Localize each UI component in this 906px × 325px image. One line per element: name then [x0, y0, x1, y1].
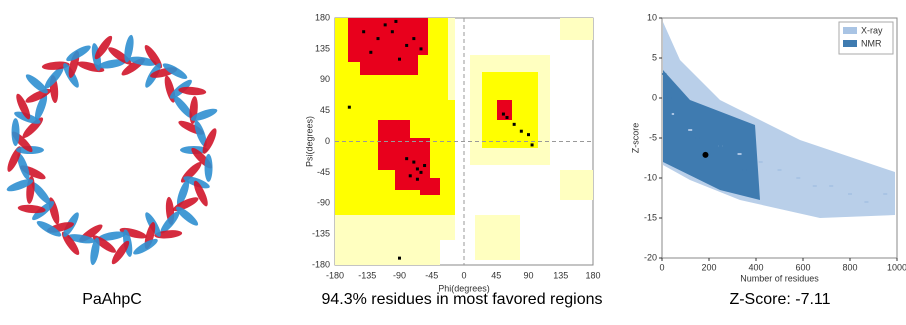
y-tick-label: 135: [315, 43, 330, 53]
structure-point: [707, 145, 711, 147]
residue-point: [391, 30, 394, 33]
residue-point: [531, 143, 534, 146]
y-tick-label: -20: [644, 252, 657, 262]
x-tick-label: 0: [659, 262, 664, 272]
y-axis-label: Psi(degrees): [304, 116, 314, 167]
residue-point: [369, 51, 372, 54]
residue-point: [506, 116, 509, 119]
structure-point: [742, 169, 746, 171]
ribbon: [12, 118, 20, 146]
figure: PaAhpC 94.3% residues in most favored re…: [0, 0, 906, 320]
structure-point: [864, 201, 868, 203]
x-tick-label: -135: [358, 270, 376, 280]
favored-region: [348, 18, 428, 75]
y-tick-label: -90: [317, 198, 330, 208]
x-tick-label: -45: [425, 270, 438, 280]
y-tick-label: 0: [325, 136, 330, 146]
caption: PaAhpC: [82, 291, 142, 308]
caption: 94.3% residues in most favored regions: [321, 291, 602, 308]
legend-swatch: [843, 40, 857, 47]
residue-point: [423, 164, 426, 167]
residue-point: [377, 37, 380, 40]
structure-point: [684, 129, 688, 131]
y-tick-label: 10: [647, 12, 657, 22]
structure-point: [813, 185, 817, 187]
y-tick-label: 180: [315, 12, 330, 22]
residue-point: [348, 106, 351, 109]
residue-point: [394, 20, 397, 23]
structure-point: [731, 153, 735, 155]
structure-point: [796, 177, 800, 179]
x-tick-label: -90: [393, 270, 406, 280]
residue-point: [513, 123, 516, 126]
residue-point: [420, 171, 423, 174]
y-tick-label: 45: [320, 105, 330, 115]
residue-point: [420, 47, 423, 50]
structure-point: [738, 153, 742, 155]
x-tick-label: 200: [701, 262, 716, 272]
legend-label: X-ray: [861, 25, 883, 35]
x-tick-label: 180: [585, 270, 600, 280]
x-tick-label: 800: [842, 262, 857, 272]
y-tick-label: -5: [649, 132, 657, 142]
residue-point: [362, 30, 365, 33]
structure-point: [688, 129, 692, 131]
protein-structure: [5, 34, 219, 267]
y-tick-label: -15: [644, 212, 657, 222]
x-tick-label: 600: [795, 262, 810, 272]
structure-point: [674, 113, 678, 115]
residue-point: [405, 44, 408, 47]
caption: Z-Score: -7.11: [729, 291, 830, 308]
residue-point: [412, 161, 415, 164]
x-tick-label: 45: [491, 270, 501, 280]
structure-point: [778, 169, 782, 171]
x-tick-label: 1000: [887, 262, 906, 272]
residue-point: [527, 133, 530, 136]
structure-point: [829, 185, 833, 187]
structure-point: [695, 137, 699, 139]
residue-point: [416, 178, 419, 181]
x-axis-label: Phi(degrees): [438, 283, 490, 293]
query-marker: [702, 152, 708, 158]
y-tick-label: 0: [652, 92, 657, 102]
structure-point: [719, 145, 723, 147]
ribbon: [205, 154, 213, 182]
y-tick-label: 90: [320, 74, 330, 84]
residue-point: [398, 257, 401, 260]
residue-point: [416, 167, 419, 170]
residue-point: [409, 174, 412, 177]
x-axis-label: Number of residues: [740, 273, 819, 283]
y-tick-label: 5: [652, 52, 657, 62]
residue-point: [412, 37, 415, 40]
structure-point: [662, 73, 666, 75]
y-tick-label: -10: [644, 172, 657, 182]
x-tick-label: 90: [523, 270, 533, 280]
structure-point: [883, 193, 887, 195]
ribbon: [142, 43, 165, 71]
x-tick-label: -180: [326, 270, 344, 280]
residue-point: [405, 157, 408, 160]
x-tick-label: 135: [553, 270, 568, 280]
x-tick-label: 0: [461, 270, 466, 280]
ribbon: [59, 230, 82, 258]
favored-region: [497, 100, 512, 120]
y-tick-label: -180: [312, 259, 330, 269]
structure-point: [667, 97, 671, 99]
structure-point: [848, 193, 852, 195]
residue-point: [520, 130, 523, 133]
structure-point: [759, 161, 763, 163]
residue-point: [398, 58, 401, 61]
y-axis-label: Z-score: [630, 123, 640, 154]
legend-swatch: [843, 27, 857, 34]
legend-label: NMR: [861, 38, 882, 48]
y-tick-label: -135: [312, 229, 330, 239]
residue-point: [384, 23, 387, 26]
y-tick-label: -45: [317, 167, 330, 177]
x-tick-label: 400: [748, 262, 763, 272]
residue-point: [502, 113, 505, 116]
